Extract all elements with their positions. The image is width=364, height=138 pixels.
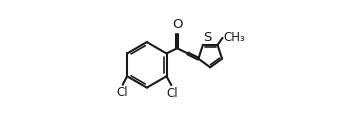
Text: O: O [172, 18, 182, 31]
Text: Cl: Cl [166, 87, 178, 100]
Text: CH₃: CH₃ [223, 31, 245, 44]
Text: Cl: Cl [116, 86, 128, 99]
Text: S: S [203, 31, 212, 44]
